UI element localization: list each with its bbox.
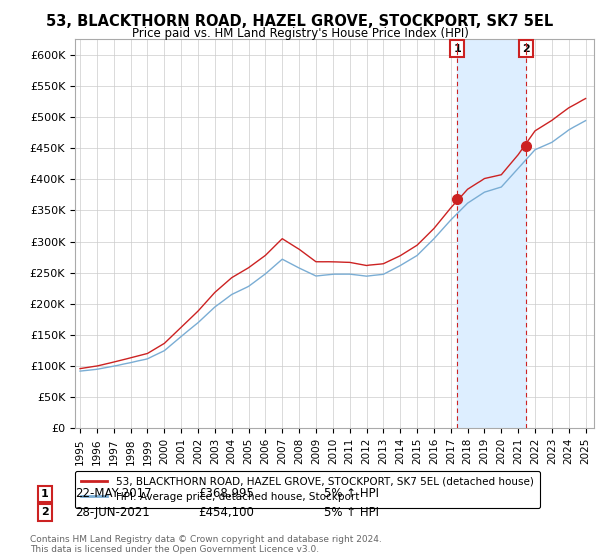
Text: 2: 2 — [523, 44, 530, 54]
Text: Price paid vs. HM Land Registry's House Price Index (HPI): Price paid vs. HM Land Registry's House … — [131, 27, 469, 40]
Text: 53, BLACKTHORN ROAD, HAZEL GROVE, STOCKPORT, SK7 5EL: 53, BLACKTHORN ROAD, HAZEL GROVE, STOCKP… — [46, 14, 554, 29]
Text: 5% ↑ HPI: 5% ↑ HPI — [324, 487, 379, 501]
Text: 2: 2 — [41, 507, 49, 517]
Bar — [457, 39, 526, 428]
Text: 1: 1 — [41, 489, 49, 499]
Text: 1: 1 — [453, 44, 461, 54]
Text: 22-MAY-2017: 22-MAY-2017 — [75, 487, 152, 501]
Text: £368,995: £368,995 — [198, 487, 254, 501]
Text: 5% ↑ HPI: 5% ↑ HPI — [324, 506, 379, 519]
Text: £454,100: £454,100 — [198, 506, 254, 519]
Text: 28-JUN-2021: 28-JUN-2021 — [75, 506, 150, 519]
Legend: 53, BLACKTHORN ROAD, HAZEL GROVE, STOCKPORT, SK7 5EL (detached house), HPI: Aver: 53, BLACKTHORN ROAD, HAZEL GROVE, STOCKP… — [75, 470, 540, 508]
Text: Contains HM Land Registry data © Crown copyright and database right 2024.
This d: Contains HM Land Registry data © Crown c… — [30, 535, 382, 554]
